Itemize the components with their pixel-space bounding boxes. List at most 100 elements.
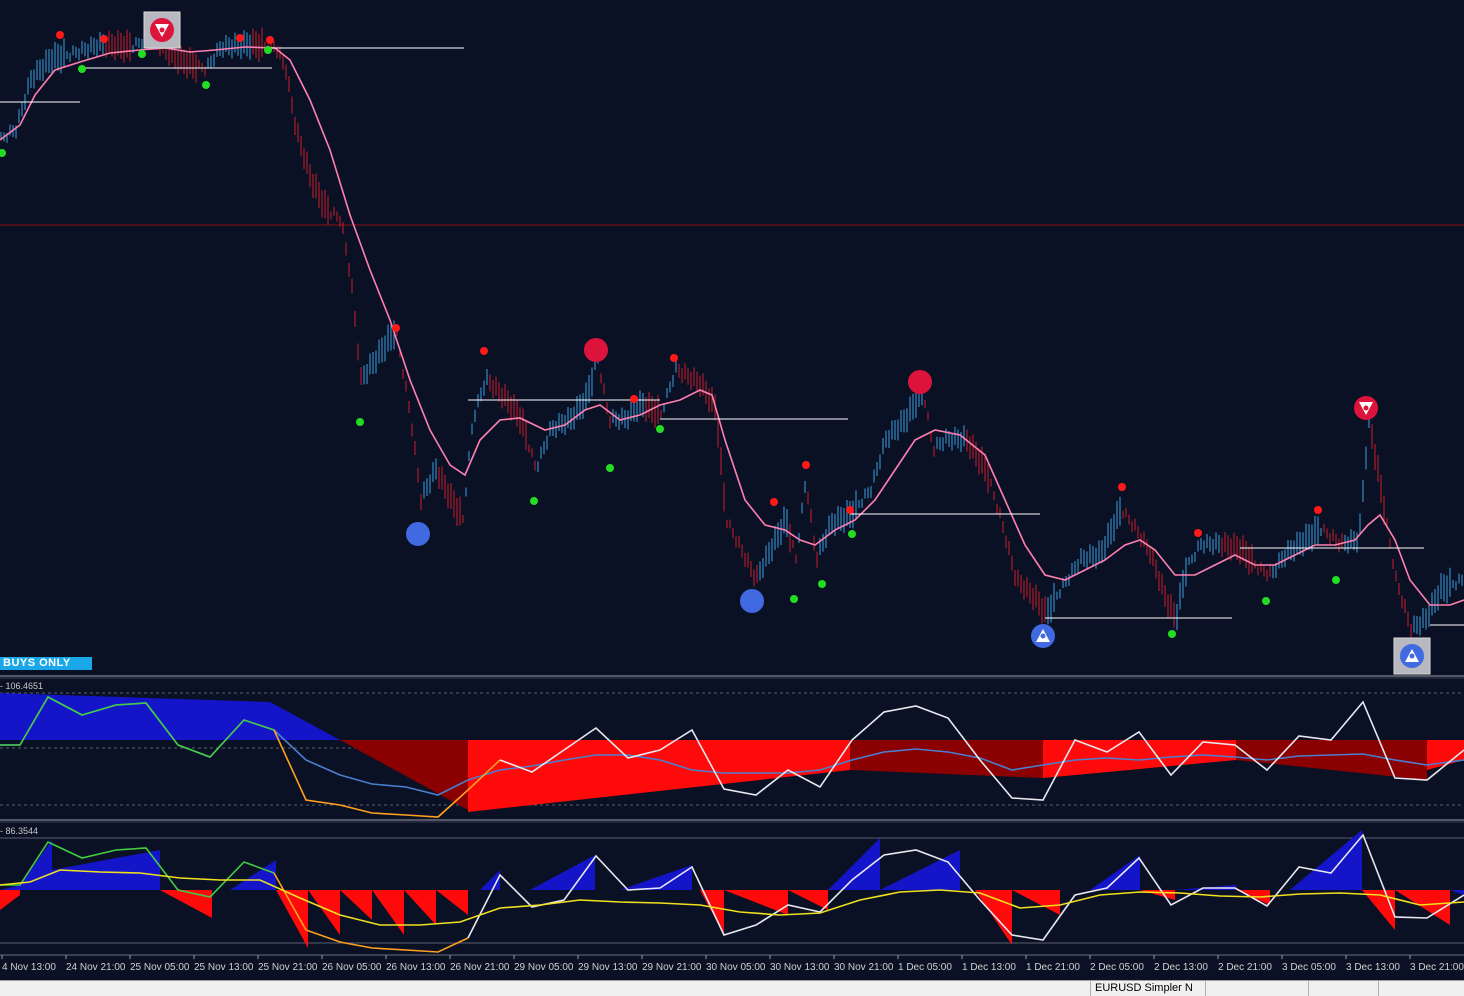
histogram-blue xyxy=(880,850,960,890)
histogram-blue xyxy=(1090,855,1140,890)
swing-high-marker xyxy=(100,35,108,43)
indicator-pane-1 xyxy=(0,692,1464,818)
histogram-red xyxy=(160,890,212,918)
histogram-red xyxy=(340,890,372,920)
swing-high-marker xyxy=(630,395,638,403)
histogram-red xyxy=(724,890,788,915)
sell-logo-icon xyxy=(143,11,181,49)
histogram-red xyxy=(276,890,308,948)
time-label: 2 Dec 05:00 xyxy=(1090,962,1144,973)
time-label: 29 Nov 21:00 xyxy=(642,962,702,973)
swing-low-marker xyxy=(1332,576,1340,584)
time-label: 30 Nov 05:00 xyxy=(706,962,766,973)
buy-logo-icon xyxy=(1031,624,1055,648)
histogram-blue xyxy=(530,855,595,890)
histogram-blue xyxy=(1290,830,1362,890)
swing-high-marker xyxy=(266,36,274,44)
swing-low-marker xyxy=(78,65,86,73)
swing-high-marker xyxy=(802,461,810,469)
swing-high-marker xyxy=(236,34,244,42)
indicator-pane-2 xyxy=(0,830,1464,953)
moving-average-line xyxy=(0,46,1464,606)
swing-low-marker xyxy=(530,497,538,505)
swing-high-marker xyxy=(56,31,64,39)
time-label: 1 Dec 13:00 xyxy=(962,962,1016,973)
swing-low-marker xyxy=(656,425,664,433)
swing-high-marker xyxy=(480,347,488,355)
histogram-red xyxy=(0,890,20,910)
swing-low-marker xyxy=(264,46,272,54)
buy-signal-circle xyxy=(740,589,764,613)
indicator1-orange-line xyxy=(273,729,501,818)
status-symbol: EURUSD Simpler N xyxy=(1090,981,1205,996)
histogram-blue xyxy=(1450,890,1464,895)
histogram-blue xyxy=(620,865,692,890)
time-label: 29 Nov 05:00 xyxy=(514,962,574,973)
sell-signal-circle xyxy=(908,370,932,394)
time-label: 30 Nov 21:00 xyxy=(834,962,894,973)
status-cell xyxy=(1378,981,1464,996)
swing-high-marker xyxy=(392,324,400,332)
time-label: 4 Nov 13:00 xyxy=(2,962,56,973)
histogram-red xyxy=(1362,890,1395,930)
histogram-red xyxy=(1395,890,1450,925)
histogram-red xyxy=(1012,890,1060,915)
swing-high-marker xyxy=(1194,529,1202,537)
sell-logo-icon xyxy=(1354,396,1378,420)
indicator2-label: - 86.3544 xyxy=(0,826,39,836)
histogram-darkred xyxy=(850,740,1043,778)
histogram-blue xyxy=(20,840,52,890)
swing-low-marker xyxy=(818,580,826,588)
time-axis: 4 Nov 13:00 24 Nov 21:00 25 Nov 05:00 25 No… xyxy=(1,955,1464,973)
histogram-red xyxy=(308,890,340,935)
signal-hub xyxy=(1363,405,1369,411)
signal-hub xyxy=(1040,633,1046,639)
histogram-red xyxy=(404,890,436,925)
histogram-red xyxy=(1043,740,1236,778)
time-label: 3 Dec 05:00 xyxy=(1282,962,1336,973)
time-label: 25 Nov 05:00 xyxy=(130,962,190,973)
time-label: 26 Nov 13:00 xyxy=(386,962,446,973)
status-bar: EURUSD Simpler N xyxy=(0,980,1464,996)
swing-low-marker xyxy=(138,50,146,58)
histogram-red xyxy=(436,890,468,915)
histogram-blue xyxy=(52,850,160,890)
time-label: 25 Nov 13:00 xyxy=(194,962,254,973)
swing-low-marker xyxy=(1168,630,1176,638)
histogram-blue xyxy=(828,838,880,890)
histogram-red xyxy=(372,890,404,935)
swing-low-marker xyxy=(202,81,210,89)
buy-signal-circle xyxy=(406,522,430,546)
histogram-red xyxy=(468,740,850,812)
indicator2-orange-line xyxy=(273,872,469,953)
histogram-darkred xyxy=(1236,740,1427,780)
time-label: 2 Dec 13:00 xyxy=(1154,962,1208,973)
indicator2-white-line xyxy=(467,833,1464,941)
time-label: 3 Dec 21:00 xyxy=(1410,962,1464,973)
histogram-blue xyxy=(0,885,20,890)
indicator1-label: - 106.4651 xyxy=(0,681,44,691)
time-label: 3 Dec 13:00 xyxy=(1346,962,1400,973)
time-label: 26 Nov 21:00 xyxy=(450,962,510,973)
buy-logo-icon xyxy=(1393,637,1431,675)
indicator1-green-line xyxy=(0,695,275,758)
indicator1-white-line xyxy=(499,700,1464,801)
sell-signal-circle xyxy=(584,338,608,362)
status-cell xyxy=(1205,981,1308,996)
swing-high-marker xyxy=(1118,483,1126,491)
time-label: 1 Dec 05:00 xyxy=(898,962,952,973)
time-label: 24 Nov 21:00 xyxy=(66,962,126,973)
swing-low-marker xyxy=(848,530,856,538)
swing-low-marker xyxy=(790,595,798,603)
histogram-darkred xyxy=(340,740,468,810)
swing-low-marker xyxy=(0,149,6,157)
time-label: 29 Nov 13:00 xyxy=(578,962,638,973)
swing-low-marker xyxy=(1262,597,1270,605)
time-label: 26 Nov 05:00 xyxy=(322,962,382,973)
swing-high-marker xyxy=(1314,506,1322,514)
indicator2-yellow-line xyxy=(0,869,1464,926)
swing-high-marker xyxy=(846,506,854,514)
signal-hub xyxy=(1409,653,1415,659)
